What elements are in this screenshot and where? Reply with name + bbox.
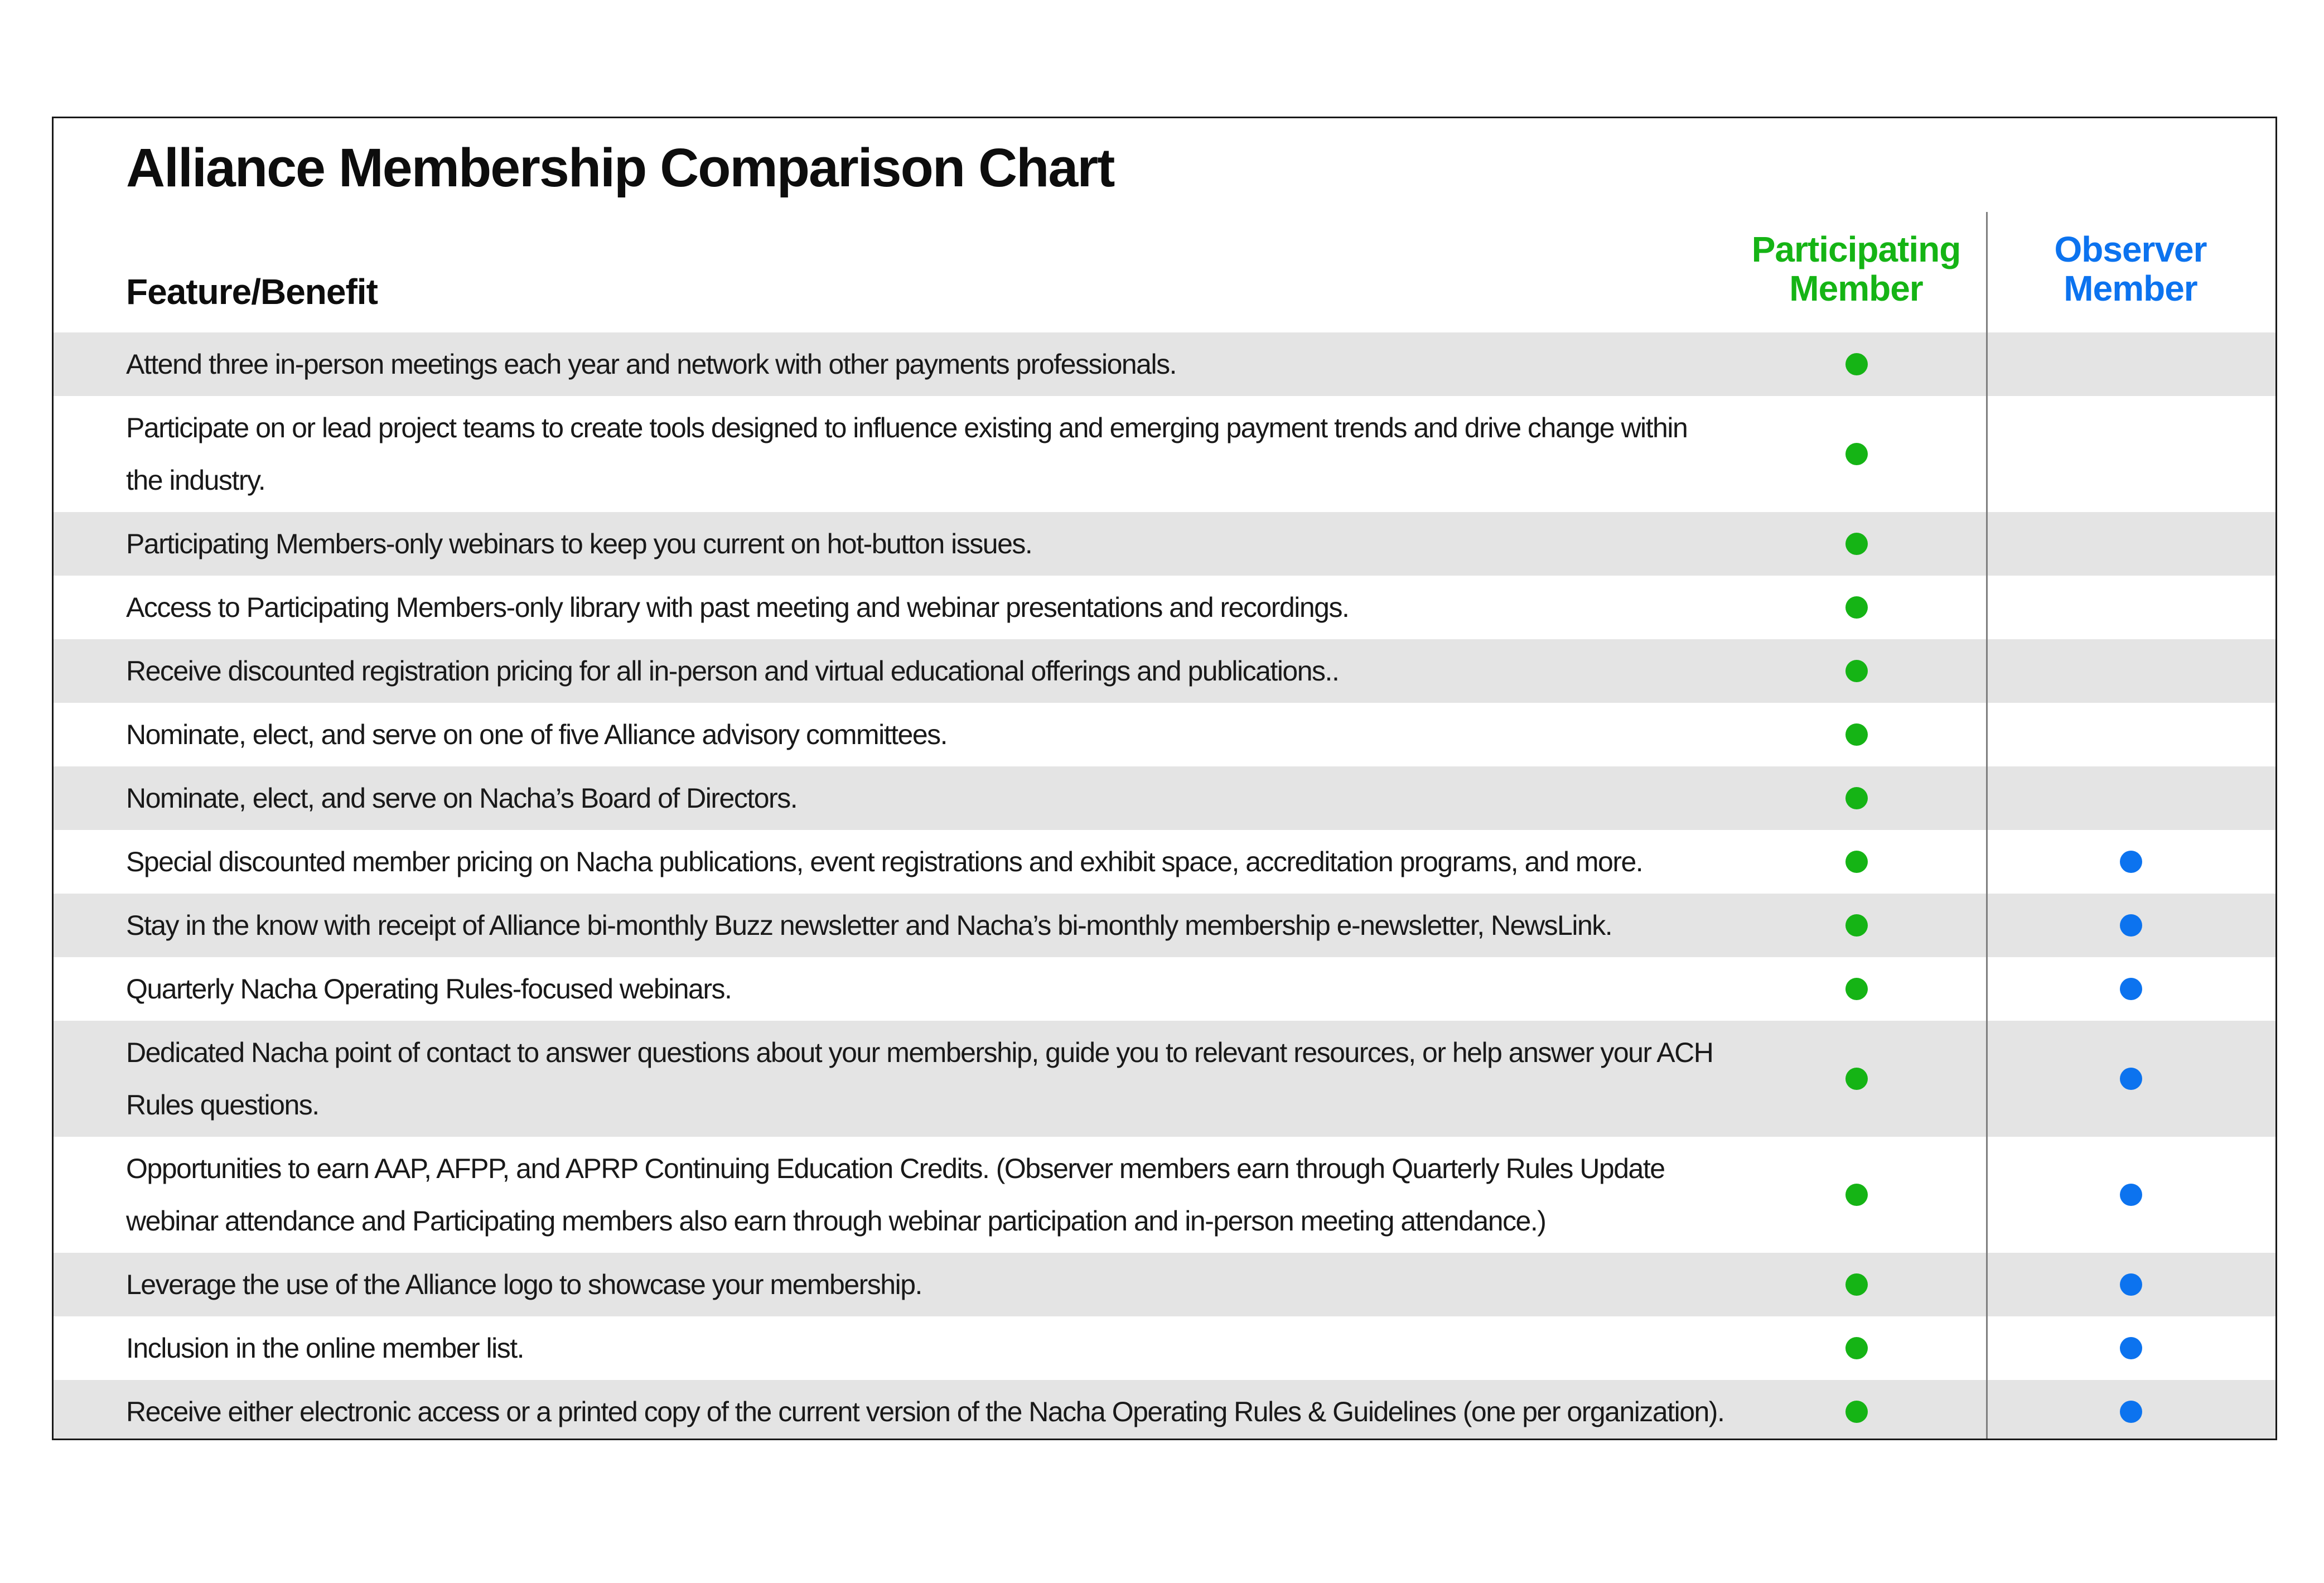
participating-cell xyxy=(1727,512,1986,576)
table-row: Special discounted member pricing on Nac… xyxy=(54,830,2275,894)
participating-dot-icon xyxy=(1845,978,1868,1000)
participating-dot-icon xyxy=(1845,1184,1868,1206)
participating-cell xyxy=(1727,1253,1986,1316)
observer-dot-icon xyxy=(2119,1337,2142,1359)
observer-cell xyxy=(1986,639,2275,703)
participating-dot-icon xyxy=(1845,443,1868,465)
table-row: Participating Members-only webinars to k… xyxy=(54,512,2275,576)
feature-text: Opportunities to earn AAP, AFPP, and APR… xyxy=(126,1153,1665,1237)
observer-cell xyxy=(1986,1380,2275,1439)
observer-dot-icon xyxy=(2119,978,2142,1000)
table-row: Stay in the know with receipt of Allianc… xyxy=(54,894,2275,957)
table-row: Dedicated Nacha point of contact to answ… xyxy=(54,1021,2275,1137)
observer-cell xyxy=(1986,830,2275,894)
participating-cell xyxy=(1727,639,1986,703)
table-row: Leverage the use of the Alliance logo to… xyxy=(54,1253,2275,1316)
table-row: Nominate, elect, and serve on one of fiv… xyxy=(54,703,2275,766)
observer-cell xyxy=(1986,1137,2275,1253)
table-row: Receive discounted registration pricing … xyxy=(54,639,2275,703)
observer-dot-icon xyxy=(2119,914,2142,937)
participating-dot-icon xyxy=(1845,787,1868,809)
participating-dot-icon xyxy=(1845,533,1868,555)
table-row: Opportunities to earn AAP, AFPP, and APR… xyxy=(54,1137,2275,1253)
participating-cell xyxy=(1727,332,1986,396)
feature-text: Dedicated Nacha point of contact to answ… xyxy=(126,1037,1714,1121)
table-row: Attend three in-person meetings each yea… xyxy=(54,332,2275,396)
observer-dot-icon xyxy=(2119,1401,2142,1423)
table-row: Receive either electronic access or a pr… xyxy=(54,1380,2275,1439)
observer-cell xyxy=(1986,576,2275,639)
feature-text: Attend three in-person meetings each yea… xyxy=(126,349,1177,380)
participating-cell xyxy=(1727,1021,1986,1137)
comparison-table: Alliance Membership Comparison Chart Fea… xyxy=(52,117,2277,1440)
observer-member-column-header: Observer Member xyxy=(2054,229,2207,308)
observer-cell xyxy=(1986,1316,2275,1380)
table-row: Access to Participating Members-only lib… xyxy=(54,576,2275,639)
table-row: Nominate, elect, and serve on Nacha’s Bo… xyxy=(54,766,2275,830)
participating-cell xyxy=(1727,957,1986,1021)
feature-text: Stay in the know with receipt of Allianc… xyxy=(126,910,1613,941)
column-divider-line xyxy=(1986,212,1988,1439)
participating-dot-icon xyxy=(1845,851,1868,873)
participating-dot-icon xyxy=(1845,723,1868,746)
observer-cell xyxy=(1986,1253,2275,1316)
participating-cell xyxy=(1727,1137,1986,1253)
participating-cell xyxy=(1727,396,1986,512)
participating-dot-icon xyxy=(1845,1273,1868,1296)
feature-text: Receive either electronic access or a pr… xyxy=(126,1396,1725,1427)
observer-cell xyxy=(1986,332,2275,396)
feature-text: Inclusion in the online member list. xyxy=(126,1333,525,1364)
observer-cell xyxy=(1986,512,2275,576)
page-title: Alliance Membership Comparison Chart xyxy=(126,137,1115,198)
observer-dot-icon xyxy=(2119,1068,2142,1090)
feature-benefit-column-header: Feature/Benefit xyxy=(126,272,378,312)
feature-text: Leverage the use of the Alliance logo to… xyxy=(126,1269,922,1300)
participating-cell xyxy=(1727,1316,1986,1380)
participating-cell xyxy=(1727,894,1986,957)
participating-dot-icon xyxy=(1845,660,1868,682)
observer-dot-icon xyxy=(2119,1273,2142,1296)
feature-text: Quarterly Nacha Operating Rules-focused … xyxy=(126,973,732,1005)
observer-cell xyxy=(1986,957,2275,1021)
observer-cell xyxy=(1986,766,2275,830)
feature-text: Access to Participating Members-only lib… xyxy=(126,592,1350,623)
participating-dot-icon xyxy=(1845,1401,1868,1423)
participating-cell xyxy=(1727,1380,1986,1439)
table-header: Alliance Membership Comparison Chart Fea… xyxy=(54,118,2275,332)
participating-cell xyxy=(1727,703,1986,766)
feature-text: Participating Members-only webinars to k… xyxy=(126,528,1033,559)
table-row: Quarterly Nacha Operating Rules-focused … xyxy=(54,957,2275,1021)
participating-cell xyxy=(1727,766,1986,830)
participating-dot-icon xyxy=(1845,1068,1868,1090)
observer-cell xyxy=(1986,703,2275,766)
observer-dot-icon xyxy=(2119,851,2142,873)
participating-cell xyxy=(1727,830,1986,894)
feature-text: Receive discounted registration pricing … xyxy=(126,655,1340,687)
participating-dot-icon xyxy=(1845,1337,1868,1359)
table-rows: Attend three in-person meetings each yea… xyxy=(54,332,2275,1439)
table-row: Participate on or lead project teams to … xyxy=(54,396,2275,512)
feature-text: Special discounted member pricing on Nac… xyxy=(126,846,1644,877)
observer-cell xyxy=(1986,1021,2275,1137)
observer-dot-icon xyxy=(2119,1184,2142,1206)
participating-dot-icon xyxy=(1845,596,1868,619)
participating-member-column-header: Participating Member xyxy=(1751,229,1961,308)
participating-dot-icon xyxy=(1845,914,1868,937)
feature-text: Participate on or lead project teams to … xyxy=(126,412,1688,496)
feature-text: Nominate, elect, and serve on Nacha’s Bo… xyxy=(126,783,798,814)
participating-dot-icon xyxy=(1845,353,1868,375)
observer-cell xyxy=(1986,396,2275,512)
feature-text: Nominate, elect, and serve on one of fiv… xyxy=(126,719,948,750)
observer-cell xyxy=(1986,894,2275,957)
participating-cell xyxy=(1727,576,1986,639)
table-row: Inclusion in the online member list. xyxy=(54,1316,2275,1380)
